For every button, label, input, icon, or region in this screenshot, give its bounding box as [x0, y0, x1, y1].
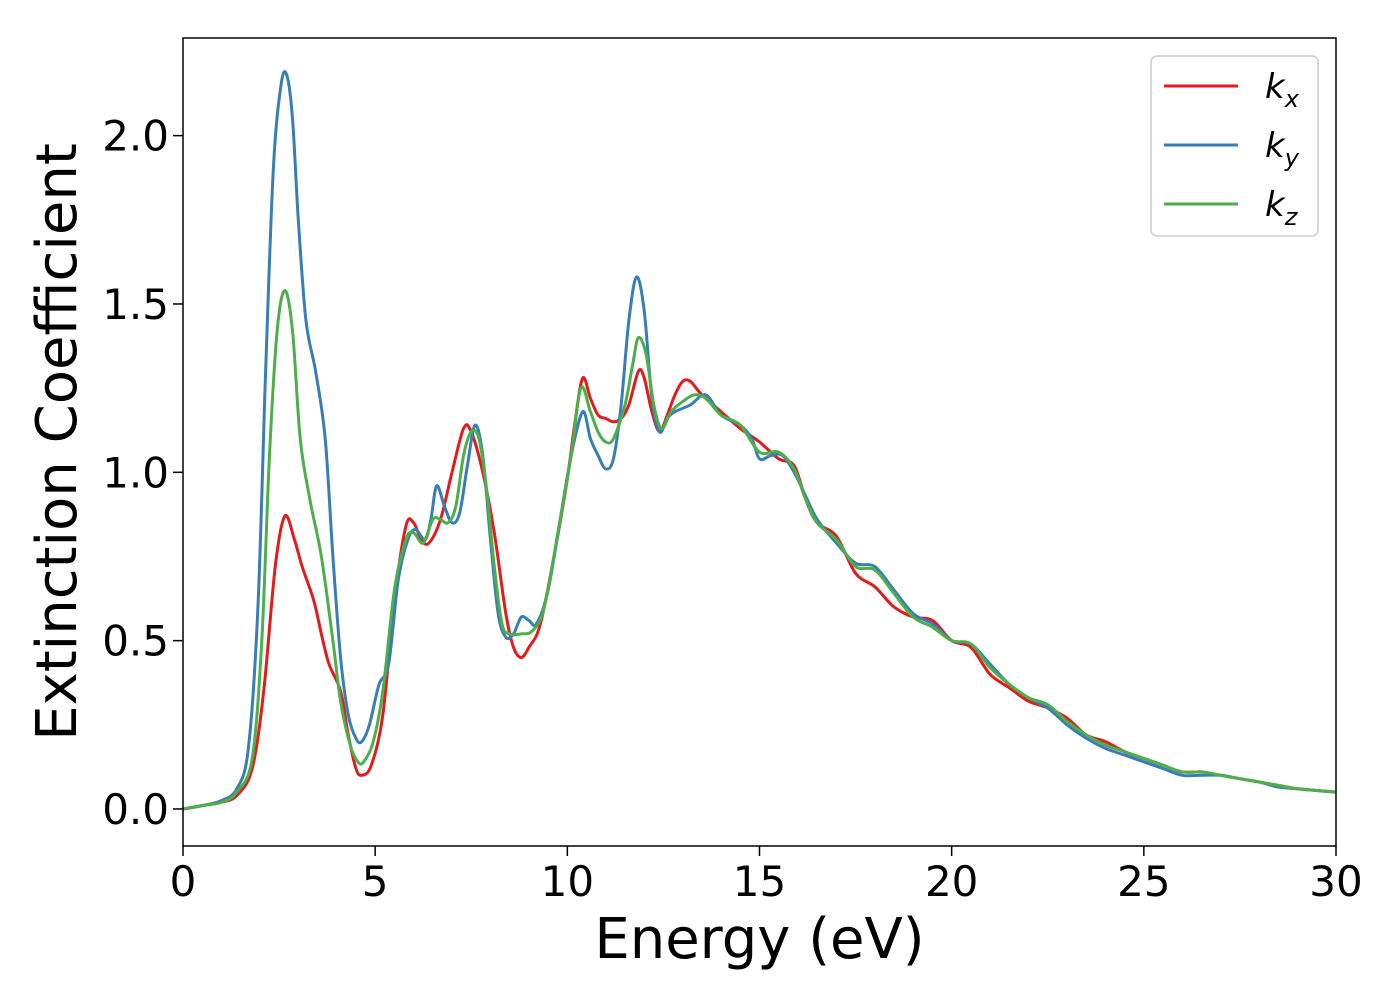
series-line-kz: [183, 289, 1336, 811]
y-tick-label: 1.5: [102, 280, 169, 329]
x-tick-label: 5: [362, 857, 389, 906]
x-tick-label: 0: [170, 857, 197, 906]
y-axis-label: Extinction Coefficient: [25, 143, 90, 741]
x-tick-label: 30: [1309, 857, 1362, 906]
y-tick-label: 1.0: [102, 448, 169, 497]
x-tick-label: 25: [1117, 857, 1170, 906]
legend-item-kz: kz: [1164, 185, 1299, 231]
legend-item-ky: ky: [1164, 126, 1300, 172]
x-tick-label: 15: [733, 857, 786, 906]
x-tick-label: 20: [925, 857, 978, 906]
y-tick-label: 2.0: [102, 112, 169, 161]
series-layer: [183, 70, 1336, 811]
y-axis: 0.0 0.5 1.0 1.5 2.0: [102, 112, 183, 834]
y-tick-label: 0.5: [102, 617, 169, 666]
legend: kx ky kz: [1150, 55, 1319, 237]
x-tick-label: 10: [541, 857, 594, 906]
x-axis: 0 5 10 15 20 25 30: [170, 846, 1363, 906]
legend-label-kx: kx: [1265, 67, 1300, 113]
x-axis-label: Energy (eV): [594, 907, 924, 972]
y-tick-label: 0.0: [102, 785, 169, 834]
legend-item-kx: kx: [1164, 67, 1300, 113]
series-line-kx: [183, 368, 1336, 811]
legend-label-kz: kz: [1265, 185, 1299, 231]
legend-label-ky: ky: [1265, 126, 1300, 172]
